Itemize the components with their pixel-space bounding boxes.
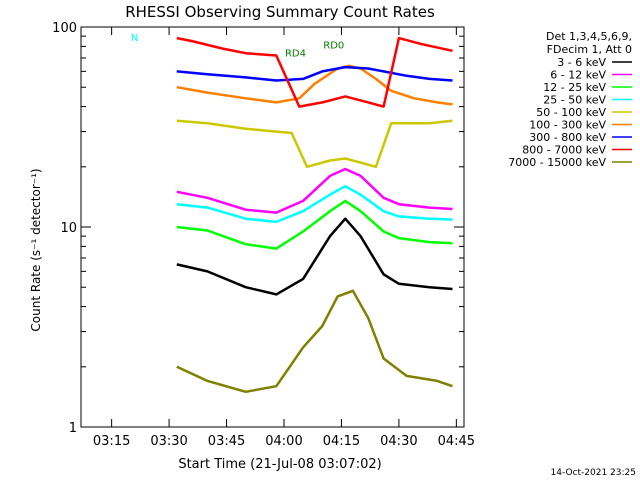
y-tick-label: 100	[52, 21, 77, 36]
legend-entry: 50 - 100 keV	[536, 106, 606, 119]
y-tick-label: 10	[60, 221, 77, 236]
x-tick-label: 04:15	[323, 434, 360, 449]
x-tick-label: 04:00	[265, 434, 302, 449]
series-line-1	[176, 167, 453, 214]
y-axis-label: Count Rate (s⁻¹ detector⁻¹)	[29, 168, 43, 331]
series-line-2	[176, 199, 453, 250]
annotations: N RD0 RD4 14-Oct-2021 23:25	[131, 33, 636, 478]
x-tick-label: 03:45	[208, 434, 245, 449]
chart-title: RHESSI Observing Summary Count Rates	[125, 3, 435, 21]
legend-entry: 100 - 300 keV	[529, 119, 606, 132]
legend-header: Det 1,3,4,5,6,9,	[546, 30, 632, 43]
legend-entry: 12 - 25 keV	[543, 81, 606, 94]
x-tick-label: 04:45	[438, 434, 475, 449]
y-tick-label: 1	[69, 421, 77, 436]
annotation-1: RD0	[323, 41, 344, 52]
x-tick-label: 03:15	[93, 434, 130, 449]
legend-entry: 6 - 12 keV	[550, 69, 606, 82]
plot-area	[176, 36, 453, 394]
legend-entry: 800 - 7000 keV	[522, 144, 606, 157]
annotation-2: RD4	[285, 49, 306, 60]
legend-entry: 7000 - 15000 keV	[508, 156, 606, 169]
x-tick-label: 04:30	[380, 434, 417, 449]
legend-entry: 25 - 50 keV	[543, 94, 606, 107]
legend: Det 1,3,4,5,6,9,FDecim 1, Att 03 - 6 keV…	[508, 30, 632, 169]
x-tick-label: 03:30	[150, 434, 187, 449]
legend-entry: 300 - 800 keV	[529, 131, 606, 144]
series-line-0	[176, 217, 453, 296]
series-line-8	[176, 289, 453, 394]
timestamp-annotation: 14-Oct-2021 23:25	[551, 468, 636, 478]
series-line-3	[176, 184, 453, 224]
series-line-6	[176, 65, 453, 82]
axis-ticks: 03:15 03:30 03:45 04:00 04:15 04:30 04:45 1 10 10…	[52, 21, 475, 449]
legend-header: FDecim 1, Att 0	[547, 43, 632, 56]
series-line-7	[176, 36, 453, 108]
series-line-4	[176, 119, 453, 169]
legend-entry: 3 - 6 keV	[557, 56, 606, 69]
x-axis-label: Start Time (21-Jul-08 03:07:02)	[178, 457, 381, 472]
annotation-0: N	[131, 33, 138, 44]
